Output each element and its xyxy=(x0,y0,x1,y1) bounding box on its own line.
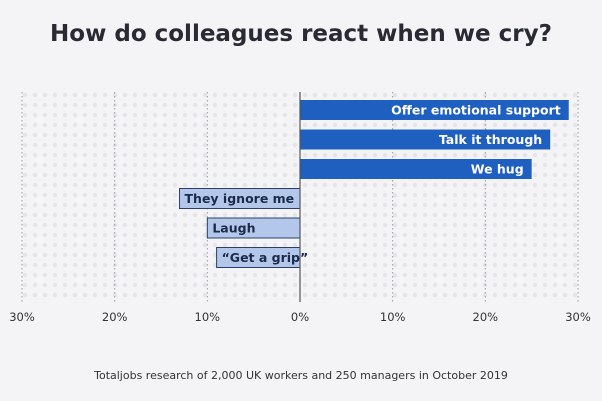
x-tick-label: 10% xyxy=(380,310,406,324)
x-tick-label: 30% xyxy=(565,310,591,324)
bar-label: Talk it through xyxy=(439,132,542,147)
bar-label: We hug xyxy=(471,162,524,177)
bar xyxy=(300,100,569,120)
bar xyxy=(300,129,551,150)
x-tick-label: 30% xyxy=(9,310,35,324)
x-tick-label: 20% xyxy=(102,310,128,324)
x-tick-label: 10% xyxy=(195,310,221,324)
source-note: Totaljobs research of 2,000 UK workers a… xyxy=(93,369,508,382)
bar-label: Offer emotional support xyxy=(391,103,561,118)
bar-label: Laugh xyxy=(212,221,255,236)
x-tick-label: 0% xyxy=(291,310,309,324)
x-tick-label: 20% xyxy=(473,310,499,324)
x-axis-ticks: 30% 20% 10% 0% 10% 20% 30% xyxy=(9,310,591,324)
bar xyxy=(300,159,532,179)
bars: Offer emotional support Talk it through We… xyxy=(179,92,569,302)
bar-label: “Get a grip” xyxy=(222,250,309,265)
bar-label: They ignore me xyxy=(185,191,295,206)
chart-title: How do colleagues react when we cry? xyxy=(50,21,552,47)
